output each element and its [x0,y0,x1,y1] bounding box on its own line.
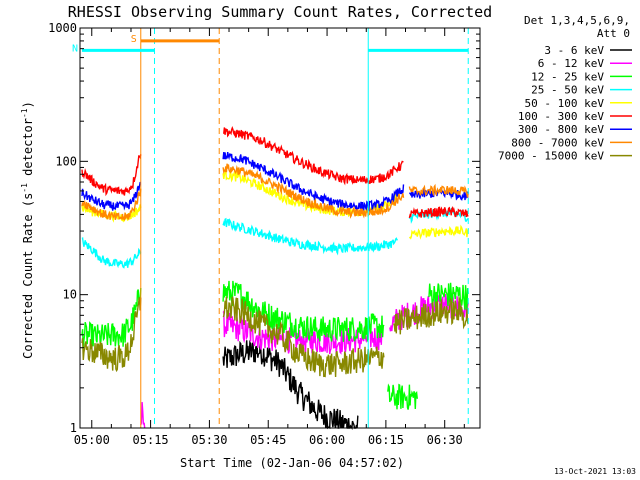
x-tick-label-6: 06:30 [427,433,463,447]
legend-entry-label-4: 50 - 100 keV [525,97,605,110]
x-tick-label-4: 06:00 [309,433,345,447]
legend-entry-label-3: 25 - 50 keV [531,84,604,97]
series-line-6-segment-1 [222,151,405,213]
y-axis-label-part-b: -1 [20,183,29,193]
series-line-4-segment-2 [408,224,469,240]
x-tick-label-1: 05:15 [133,433,169,447]
chart-title: RHESSI Observing Summary Count Rates, Co… [68,3,492,21]
series-line-7-segment-2 [408,183,469,198]
series-7000to15000keV-kev-group [81,296,469,378]
series-line-3-segment-0 [81,236,142,269]
y-tick-label-0: 1 [70,421,77,435]
legend-entry-3: 25 - 50 keV [531,84,632,97]
series-100to300keV-kev-group [81,125,469,219]
x-tick-label-3: 05:45 [250,433,286,447]
flag-label-n: N [72,43,78,54]
legend-entry-label-0: 3 - 6 keV [544,44,604,57]
series-line-2-segment-1 [222,280,385,343]
legend-entry-label-1: 6 - 12 keV [538,57,605,70]
series-line-8-segment-0 [81,297,142,373]
series-line-2-segment-2 [387,383,418,410]
y-axis-label-part-a: Corrected Count Rate (s [21,193,35,359]
legend-entry-4: 50 - 100 keV [525,97,632,110]
series-line-7-segment-1 [222,163,405,219]
y-axis-label-part-d: -1 [20,108,29,118]
legend-entry-label-5: 100 - 300 keV [518,110,604,123]
y-axis-label: Corrected Count Rate (s-1 detector-1) [20,101,35,359]
y-tick-label-3: 1000 [48,21,77,35]
x-tick-label-5: 06:15 [368,433,404,447]
y-axis-label-part-c: detector [21,118,35,183]
legend-entry-2: 12 - 25 keV [531,70,632,83]
y-tick-label-2: 100 [55,154,77,168]
legend-entry-label-8: 7000 - 15000 keV [498,150,604,163]
series-line-6-segment-0 [81,181,141,211]
annotation-layer: SN [72,28,469,428]
y-axis: 1 10 100 1000 [48,21,480,435]
legend-header-line-2: Att 0 [597,27,630,40]
plot-area: SN 05:00 05:15 05:30 05:45 06:00 06:15 06:30 1… [48,21,481,447]
legend-entry-0: 3 - 6 keV [544,44,632,57]
legend-header-line-1: Det 1,3,4,5,6,9, [524,14,630,27]
y-axis-label-part-e: ) [21,101,35,108]
footer-date: 13-Oct-2021 13:03 [554,467,636,476]
legend-entry-6: 300 - 800 keV [518,123,632,136]
y-tick-label-1: 10 [63,288,77,302]
legend-entry-label-7: 800 - 7000 keV [511,136,604,149]
series-line-2-segment-3 [428,282,469,310]
series-line-5-segment-0 [81,154,142,197]
series-3to6keV-kev-group [222,338,359,430]
series-layer [81,125,469,430]
series-line-8-segment-1 [222,296,385,378]
x-tick-label-0: 05:00 [74,433,110,447]
x-axis-label: Start Time (02-Jan-06 04:57:02) [180,456,404,470]
x-axis: 05:00 05:15 05:30 05:45 06:00 06:15 06:30 [74,28,465,447]
legend-entry-7: 800 - 7000 keV [511,136,632,149]
legend-entry-8: 7000 - 15000 keV [498,150,632,163]
series-line-5-segment-1 [223,125,404,186]
legend-entry-5: 100 - 300 keV [518,110,632,123]
series-line-1-segment-0 [140,402,146,429]
plot-frame [79,27,481,429]
flag-label-s: S [131,34,137,45]
series-line-7-segment-0 [81,188,142,221]
series-line-0-segment-0 [222,338,359,430]
legend-entry-1: 6 - 12 keV [538,57,632,70]
legend-entry-label-2: 12 - 25 keV [531,70,604,83]
series-800to7000keV-kev-group [81,163,469,221]
x-tick-label-2: 05:30 [191,433,227,447]
series-line-8-segment-2 [393,296,469,335]
legend-entry-label-6: 300 - 800 keV [518,123,604,136]
series-line-5-segment-2 [408,206,469,219]
